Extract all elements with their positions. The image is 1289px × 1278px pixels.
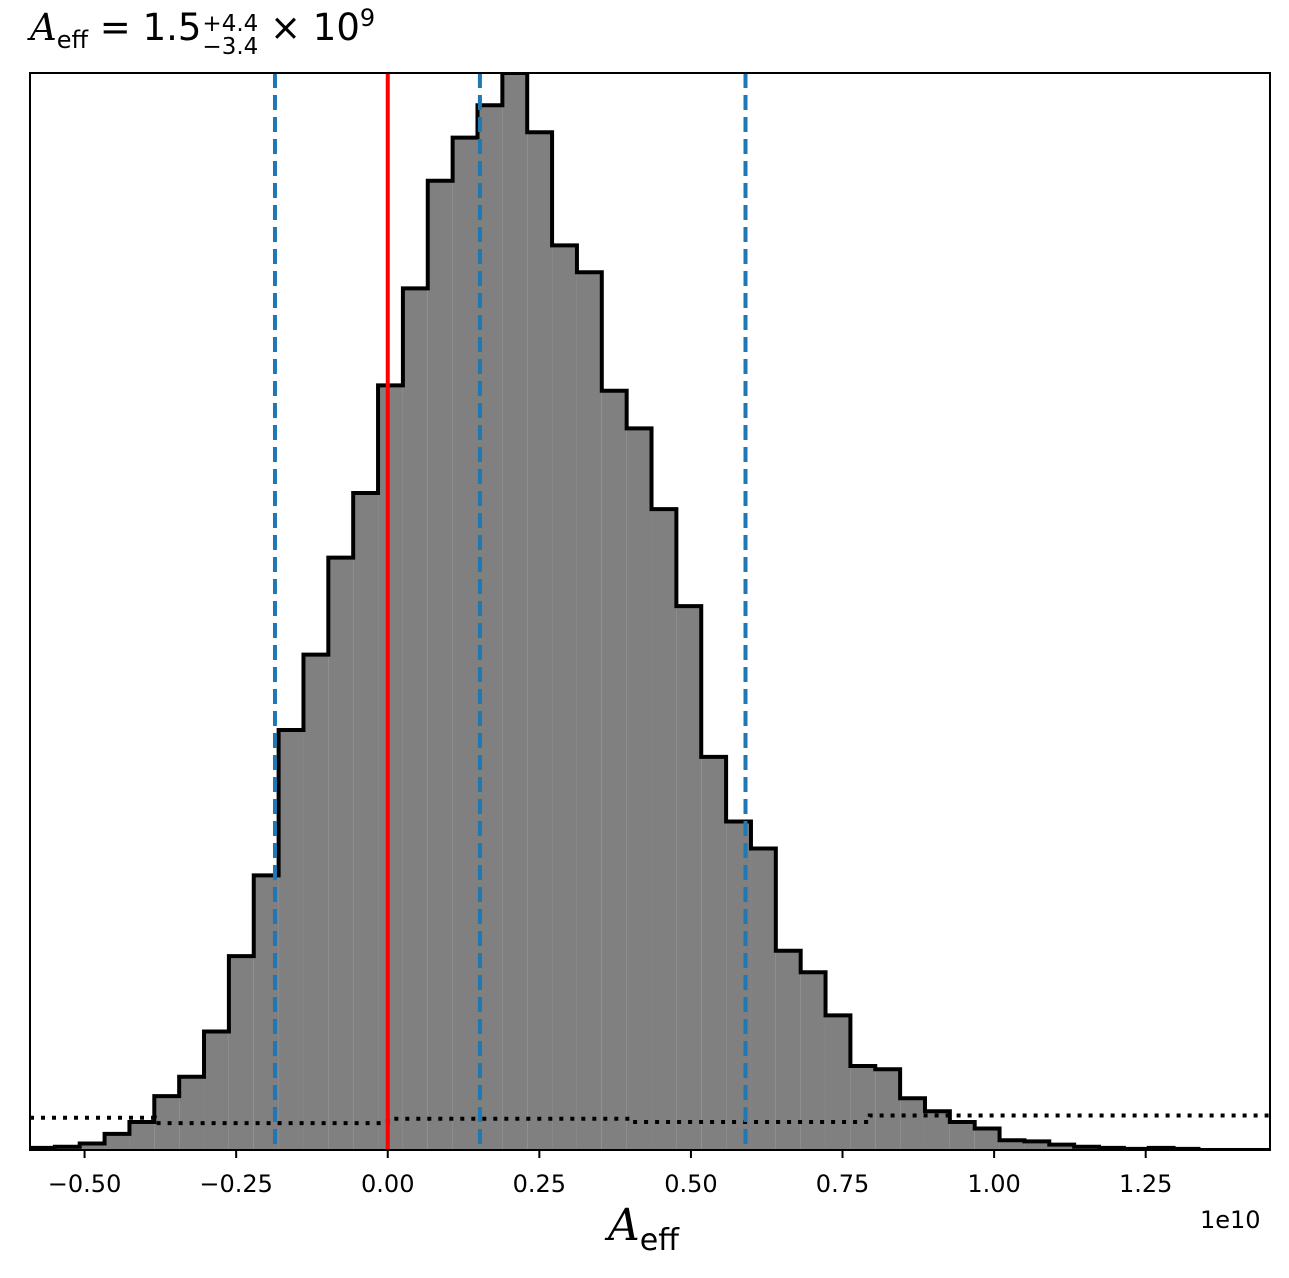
histogram-bar [850,1065,876,1150]
x-tick-label: 0.75 [816,1170,869,1198]
histogram-bar [999,1140,1025,1150]
x-tick-label: 1.25 [1119,1170,1172,1198]
histogram-bar [924,1111,950,1150]
histogram-bar [502,73,528,1150]
histogram-bar [328,557,354,1150]
histogram-bar [974,1128,1000,1150]
histogram-bar [775,950,801,1150]
histogram-bar [626,428,652,1150]
histogram-bar [949,1121,975,1150]
histogram-bar [79,1143,105,1150]
title-symbol-subscript: eff [56,26,89,54]
title-upper-error: +4.4 [202,11,259,37]
histogram-bar [1049,1144,1075,1150]
histogram-bar [825,1015,851,1150]
histogram-bar [1024,1141,1050,1150]
histogram-bar [527,132,553,1150]
x-axis-label: Aeff [608,1200,679,1258]
histogram-bar [378,385,403,1150]
histogram-bar [576,272,602,1150]
histogram-bar [552,245,577,1150]
histogram-bar [452,137,478,1150]
title-errors: +4.4 −3.4 [202,13,258,59]
histogram-bar [179,1076,205,1150]
histogram-bar [651,509,677,1150]
histogram-bar [303,654,329,1150]
histogram-bar [427,180,453,1150]
histogram-bar [601,390,627,1150]
x-axis-symbol: A [608,1200,640,1251]
title-exponent: 9 [359,4,376,32]
x-tick-label: 0.50 [664,1170,717,1198]
title-times: × 10 [258,6,360,49]
histogram-bar [900,1098,925,1150]
histogram-bar [104,1133,130,1150]
title-lower-error: −3.4 [202,34,259,60]
histogram-bar [278,729,304,1150]
x-tick-label: −0.50 [48,1170,122,1198]
histogram-bar [129,1121,155,1150]
chart-title: Aeff = 1.5 +4.4 −3.4 × 109 [30,4,375,59]
plot-frame [29,72,1271,1151]
histogram-bar [701,756,727,1150]
x-tick-label: 1.00 [967,1170,1020,1198]
histogram-bar [204,1031,229,1150]
histogram-bar [228,956,254,1150]
x-tick-label: −0.25 [199,1170,273,1198]
x-tick-label: 0.00 [361,1170,414,1198]
histogram-bar [875,1069,901,1150]
histogram-outline [30,73,1270,1150]
x-tick-label: 0.25 [513,1170,566,1198]
histogram-bar [750,848,776,1150]
title-symbol: A [30,6,57,49]
histogram-bar [402,288,428,1150]
x-axis-offset-text: 1e10 [1200,1206,1261,1234]
histogram-bar [353,493,379,1150]
x-axis-subscript: eff [639,1223,679,1258]
title-value: = 1.5 [88,6,202,49]
histogram-bar [676,606,702,1150]
